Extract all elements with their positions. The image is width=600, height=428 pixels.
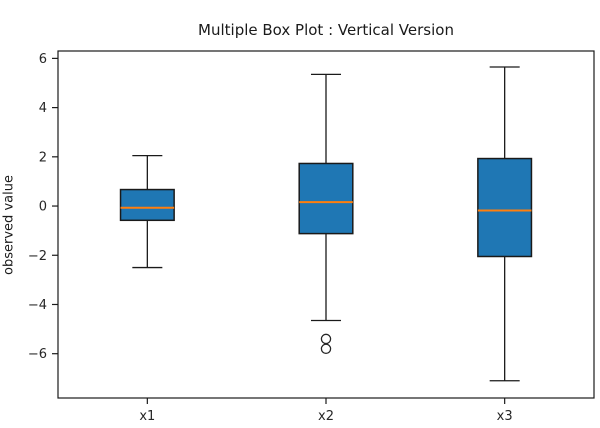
box-group-x2 xyxy=(298,73,354,355)
box-group-x3 xyxy=(477,66,533,382)
y-tick-label: 2 xyxy=(39,150,47,165)
chart-title: Multiple Box Plot : Vertical Version xyxy=(198,21,454,39)
y-tick-label: 6 xyxy=(39,52,47,67)
outlier-marker xyxy=(320,333,332,345)
x-tick-label: x3 xyxy=(497,409,513,424)
x-tick-label: x2 xyxy=(318,409,334,424)
iqr-box xyxy=(477,157,533,258)
y-tick-label: −6 xyxy=(28,347,47,362)
y-tick-label: 0 xyxy=(39,200,47,215)
iqr-box xyxy=(119,188,175,222)
y-tick-label: 4 xyxy=(39,101,47,116)
y-tick-label: −4 xyxy=(28,298,47,313)
y-tick-label: −2 xyxy=(28,249,47,264)
iqr-box xyxy=(298,162,354,235)
box-group-x1 xyxy=(119,154,175,269)
outlier-marker xyxy=(320,343,332,355)
x-tick-label: x1 xyxy=(139,409,155,424)
